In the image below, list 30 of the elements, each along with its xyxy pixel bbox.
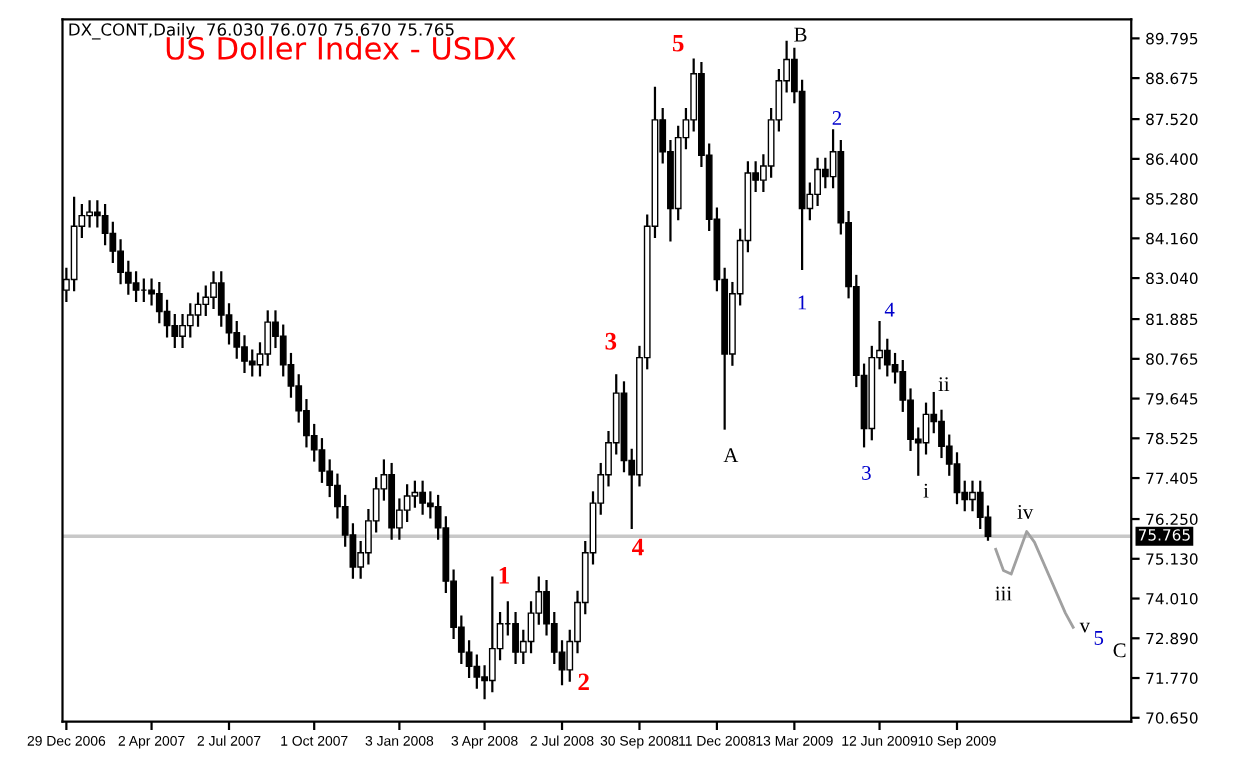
candlestick [419, 480, 427, 515]
annotation: 1 [798, 295, 807, 310]
annotation: 3 [605, 332, 617, 350]
annotation: iv [1017, 504, 1034, 519]
annotation: 4 [632, 538, 644, 556]
annotation: 3 [862, 465, 871, 480]
annotation: 5 [1094, 631, 1104, 645]
annotation: B [794, 27, 807, 42]
annotation: ii [938, 377, 950, 391]
annotation: A [723, 448, 739, 462]
annotation: i [923, 483, 929, 498]
candlestick [488, 576, 496, 693]
annotation: 4 [884, 302, 895, 317]
candlestick [194, 292, 202, 327]
annotation: 2 [832, 111, 842, 125]
chart-title: US Doller Index - USDX [166, 36, 516, 60]
candlestick [969, 480, 976, 512]
annotation: iii [995, 586, 1012, 601]
annotation: C [1113, 643, 1126, 658]
annotation: v [1079, 622, 1090, 633]
annotation: 1 [499, 567, 509, 584]
candlestick [318, 438, 326, 483]
candlestick [953, 452, 961, 505]
candlestick [210, 271, 217, 310]
candlestick [132, 271, 140, 302]
candlestick [403, 484, 411, 522]
line-series [994, 530, 1075, 629]
annotation: 5 [672, 34, 684, 52]
candlestick [821, 157, 829, 189]
annotation: 2 [578, 673, 589, 691]
